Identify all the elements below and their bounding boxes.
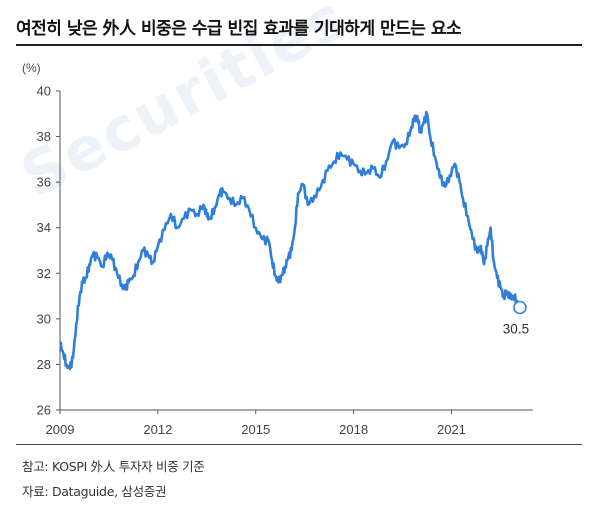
y-tick-label: 30 (37, 311, 51, 326)
chart-note: 참고: KOSPI 外人 투자자 비중 기준 (22, 459, 205, 474)
end-point-marker (513, 300, 527, 315)
y-tick-label: 32 (37, 266, 51, 281)
y-tick-label: 28 (37, 357, 51, 372)
x-tick-label: 2009 (46, 422, 75, 437)
y-tick-label: 34 (37, 220, 51, 235)
y-tick-label: 36 (37, 175, 51, 190)
title-divider (16, 44, 582, 46)
x-tick-label: 2012 (143, 422, 172, 437)
footer-divider (16, 444, 582, 445)
x-tick-label: 2015 (241, 422, 270, 437)
y-tick-label: 38 (37, 129, 51, 144)
y-axis-unit-label: (%) (22, 61, 41, 75)
x-axis: 2009 2012 2015 2018 2021 (46, 409, 533, 437)
x-tick-label: 2018 (339, 422, 368, 437)
y-tick-label: 26 (37, 403, 51, 418)
y-axis: 26 28 30 32 34 36 38 40 (37, 84, 61, 418)
page-title: 여전히 낮은 外人 비중은 수급 빈집 효과를 기대하게 만드는 요소 (16, 19, 462, 39)
series-line (58, 110, 522, 371)
chart-source: 자료: Dataguide, 삼성증권 (22, 484, 167, 499)
y-tick-label: 40 (37, 84, 51, 99)
end-point-label: 30.5 (503, 321, 529, 336)
line-chart: (%) 26 28 30 32 34 36 38 40 2009 2012 2015 2018 202… (22, 61, 533, 437)
x-tick-label: 2021 (437, 422, 466, 437)
